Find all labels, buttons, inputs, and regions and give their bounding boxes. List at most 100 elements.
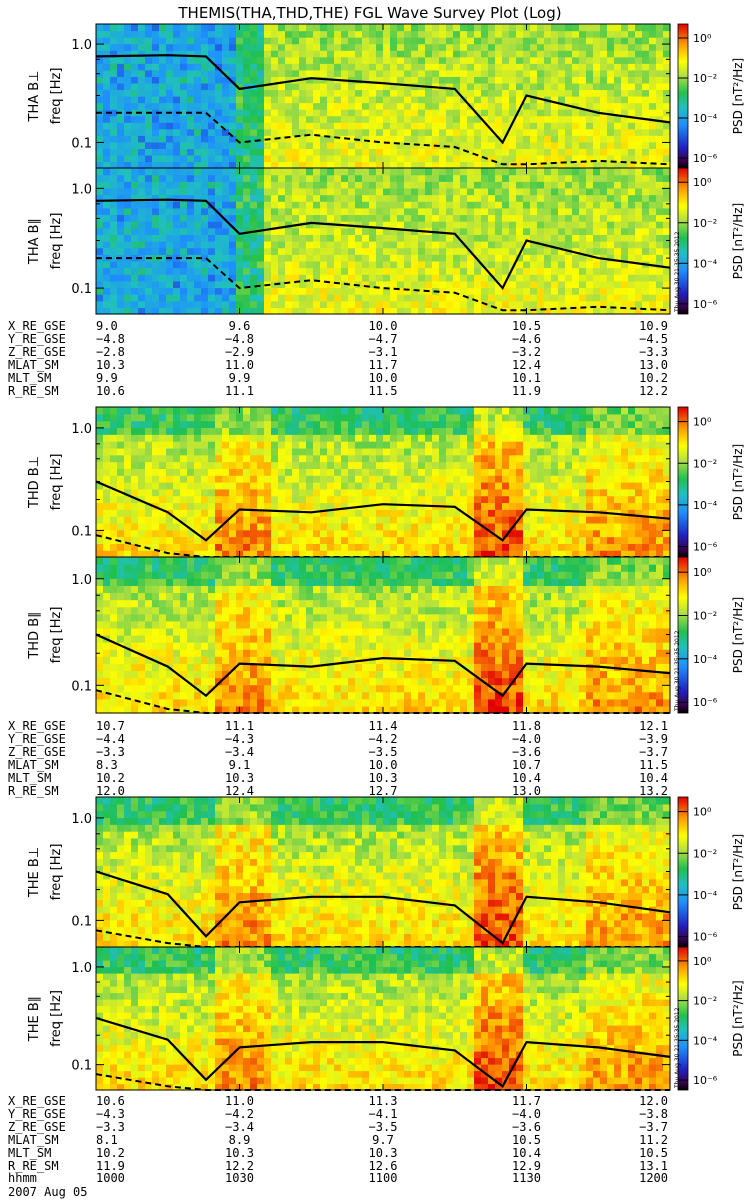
heatmap-cell: [292, 267, 300, 275]
heatmap-cell: [537, 168, 545, 176]
heatmap-cell: [320, 488, 328, 497]
heatmap-cell: [138, 260, 146, 269]
heatmap-cell: [117, 234, 125, 242]
heatmap-cell: [425, 447, 433, 456]
heatmap-cell: [292, 148, 300, 156]
heatmap-cell: [425, 194, 433, 202]
heatmap-cell: [131, 550, 139, 558]
heatmap-cell: [243, 96, 251, 104]
heatmap-cell: [523, 89, 531, 97]
heatmap-cell: [411, 194, 419, 202]
heatmap-cell: [495, 115, 503, 123]
heatmap-cell: [642, 241, 650, 249]
heatmap-cell: [285, 187, 293, 196]
heatmap-cell: [285, 161, 293, 169]
heatmap-cell: [376, 475, 384, 483]
heatmap-cell: [117, 63, 125, 71]
heatmap-cell: [124, 43, 132, 51]
heatmap-cell: [180, 241, 188, 249]
heatmap-cell: [103, 207, 111, 216]
heatmap-cell: [474, 214, 482, 222]
heatmap-cell: [215, 543, 223, 551]
heatmap-cell: [488, 247, 496, 255]
heatmap-cell: [495, 24, 503, 32]
heatmap-cell: [383, 420, 391, 429]
heatmap-cell: [152, 76, 160, 84]
heatmap-cell: [348, 109, 356, 117]
heatmap-cell: [292, 274, 300, 282]
heatmap-cell: [215, 148, 223, 156]
heatmap-cell: [579, 43, 587, 51]
heatmap-cell: [243, 495, 251, 504]
heatmap-cell: [173, 227, 181, 235]
heatmap-cell: [229, 234, 237, 242]
heatmap-cell: [145, 434, 153, 442]
heatmap-cell: [250, 181, 258, 189]
heatmap-cell: [208, 543, 216, 551]
heatmap-cell: [432, 168, 440, 176]
heatmap-cell: [355, 234, 363, 242]
heatmap-cell: [579, 63, 587, 71]
heatmap-cell: [229, 76, 237, 84]
heatmap-cell: [236, 154, 244, 163]
heatmap-cell: [320, 82, 328, 91]
heatmap-cell: [579, 234, 587, 242]
heatmap-cell: [600, 207, 608, 216]
colorbar-tick-label: 10⁻⁴: [693, 257, 718, 270]
heatmap-cell: [299, 254, 307, 262]
heatmap-cell: [131, 420, 139, 429]
heatmap-cell: [257, 294, 265, 302]
heatmap-cell: [621, 227, 629, 235]
heatmap-cell: [649, 247, 657, 255]
heatmap-cell: [348, 516, 356, 524]
heatmap-cell: [292, 294, 300, 302]
heatmap-cell: [313, 447, 321, 456]
heatmap-cell: [565, 201, 573, 209]
heatmap-cell: [488, 294, 496, 302]
heatmap-cell: [222, 427, 230, 435]
heatmap-cell: [474, 221, 482, 229]
freq-axis-label: freq [Hz]: [49, 213, 64, 270]
heatmap-cell: [117, 241, 125, 249]
heatmap-cell: [516, 63, 524, 71]
heatmap-cell: [516, 194, 524, 202]
heatmap-cell: [355, 307, 363, 315]
heatmap-cell: [250, 221, 258, 229]
heatmap-cell: [544, 214, 552, 222]
heatmap-cell: [271, 254, 279, 262]
heatmap-cell: [516, 247, 524, 255]
heatmap-cell: [131, 148, 139, 156]
heatmap-cell: [159, 413, 167, 422]
heatmap-cell: [460, 434, 468, 442]
heatmap-cell: [145, 214, 153, 222]
heatmap-cell: [264, 168, 272, 176]
heatmap-cell: [439, 260, 447, 269]
heatmap-cell: [551, 294, 559, 302]
heatmap-cell: [586, 227, 594, 235]
heatmap-cell: [320, 148, 328, 156]
heatmap-cell: [313, 161, 321, 169]
heatmap-cell: [460, 267, 468, 275]
heatmap-cell: [124, 427, 132, 435]
heatmap-cell: [467, 543, 475, 551]
heatmap-cell: [327, 267, 335, 275]
heatmap-cell: [376, 267, 384, 275]
heatmap-cell: [355, 128, 363, 136]
heatmap-cell: [376, 241, 384, 249]
heatmap-cell: [369, 201, 377, 209]
heatmap-cell: [173, 509, 181, 517]
heatmap-cell: [166, 37, 174, 45]
heatmap-cell: [103, 468, 111, 476]
heatmap-cell: [460, 187, 468, 196]
heatmap-cell: [649, 56, 657, 64]
heatmap-cell: [593, 56, 601, 64]
heatmap-cell: [285, 287, 293, 295]
heatmap-cell: [292, 187, 300, 196]
heatmap-cell: [509, 280, 517, 289]
heatmap-cell: [159, 30, 167, 38]
heatmap-cell: [544, 69, 552, 77]
heatmap-cell: [467, 187, 475, 196]
heatmap-cell: [222, 56, 230, 64]
heatmap-cell: [110, 76, 118, 84]
heatmap-cell: [159, 214, 167, 222]
